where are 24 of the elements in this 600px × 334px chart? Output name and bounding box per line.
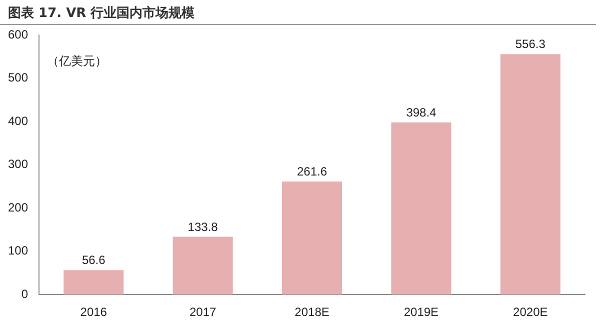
x-tick-label: 2016: [80, 305, 108, 320]
bar: [391, 122, 452, 295]
bar: [282, 182, 342, 295]
bar: [172, 236, 233, 295]
y-tick-label: 200: [8, 200, 28, 214]
x-tick-label: 2019E: [404, 305, 439, 320]
y-tick-label: 0: [21, 286, 28, 301]
x-tick-label: 2017: [189, 305, 216, 320]
chart-title: 图表 17. VR 行业国内市场规模: [0, 0, 596, 25]
y-tick-label: 300: [8, 157, 28, 172]
y-tick-label: 100: [8, 244, 28, 258]
data-label: 398.4: [406, 105, 437, 120]
y-tick-label: 600: [8, 28, 28, 42]
data-label: 261.6: [296, 164, 328, 178]
data-label: 56.6: [82, 253, 106, 268]
x-tick-label: 2018E: [294, 305, 330, 320]
data-label: 133.8: [188, 220, 218, 234]
data-label: 556.3: [515, 37, 546, 52]
bar: [64, 270, 124, 295]
y-axis-title: （亿美元）: [47, 54, 108, 68]
x-tick-label: 2020E: [513, 305, 548, 320]
bar: [500, 54, 560, 295]
y-tick-label: 500: [8, 70, 28, 85]
y-tick-label: 400: [8, 114, 28, 128]
